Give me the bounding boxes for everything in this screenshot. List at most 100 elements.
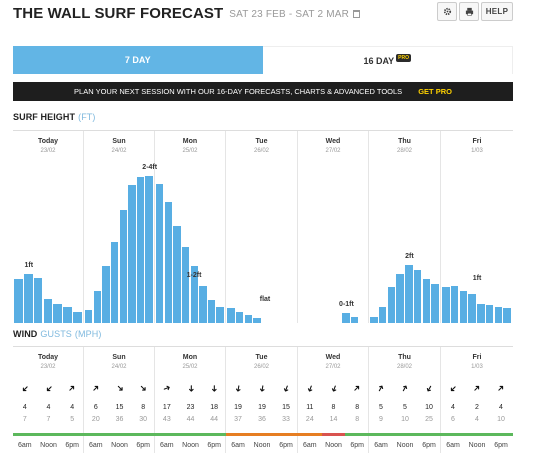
time-label: 6am: [303, 442, 317, 449]
wind-arrow-icon: ➜: [398, 382, 411, 395]
time-label: 6pm: [279, 442, 293, 449]
wind-speed: 4: [70, 404, 75, 411]
wind-day-column-wed[interactable]: Wed 27/02 ➜ 11 24 6am ➜ 8 14 Noon ➜ 8 8 6pm: [298, 347, 369, 453]
day-column-tue[interactable]: Tue 26/02 flat: [226, 131, 298, 323]
wind-speed: 4: [22, 404, 27, 411]
surf-height-label: 0-1ft: [339, 301, 354, 309]
day-date: 25/02: [182, 148, 198, 154]
surf-bar: [422, 279, 431, 323]
gusts-label: GUSTS: [40, 329, 72, 339]
wind-gust: 44: [210, 416, 219, 423]
wind-rating-strip: [298, 433, 322, 436]
print-button[interactable]: [459, 2, 479, 21]
wind-gust: 4: [475, 416, 479, 423]
pro-banner[interactable]: PLAN YOUR NEXT SESSION WITH OUR 16-DAY F…: [13, 82, 513, 101]
surf-bar: [110, 242, 119, 323]
wind-speed: 4: [451, 404, 455, 411]
wind-speed: 5: [379, 404, 383, 411]
wind-day-column-tue[interactable]: Tue 26/02 ➜ 19 37 6am ➜ 19 36 Noon ➜ 15 33 6pm: [226, 347, 298, 453]
surf-bar: [227, 308, 235, 323]
wind-arrow-icon: ➜: [304, 383, 317, 394]
day-column-sun[interactable]: Sun 24/02 2-4ft: [84, 131, 158, 323]
day-date: 26/02: [253, 364, 269, 370]
day-date: 23/02: [40, 364, 56, 370]
wind-day-column-today[interactable]: Today 23/02 ➜ 4 7 6am ➜ 4 7 Noon ➜ 4 5 6pm: [13, 347, 84, 453]
wind-section-title: WIND GUSTS (MPH): [13, 329, 101, 339]
wind-gust: 8: [355, 416, 360, 423]
day-column-mon[interactable]: Mon 25/02 1-2ft: [155, 131, 226, 323]
time-label: Noon: [40, 442, 57, 449]
day-column-fri[interactable]: Fri 1/03 1ft: [441, 131, 513, 323]
wind-arrow-icon: ➜: [113, 381, 127, 395]
surf-bar: [93, 290, 102, 323]
surf-bar: [216, 306, 224, 323]
surf-section-title: SURF HEIGHT (FT): [13, 112, 96, 122]
wind-arrow-icon: ➜: [256, 384, 269, 394]
surf-bar: [459, 290, 468, 323]
surf-bar: [342, 313, 350, 323]
wind-day-column-sun[interactable]: Sun 24/02 ➜ 6 20 6am ➜ 15 36 Noon ➜ 8 30 6pm: [84, 347, 155, 453]
surf-bar: [378, 306, 387, 323]
day-date: 23/02: [40, 148, 56, 154]
surf-title: SURF HEIGHT: [13, 112, 76, 122]
day-name: Fri: [472, 354, 482, 361]
surf-bar: [128, 185, 136, 323]
wind-arrow-icon: ➜: [447, 382, 460, 396]
surf-bar: [119, 209, 127, 323]
time-label: Noon: [396, 442, 414, 449]
wind-speed: 10: [425, 404, 433, 411]
settings-button[interactable]: [437, 2, 457, 21]
wind-day-column-thu[interactable]: Thu 28/02 ➜ 5 9 6am ➜ 5 10 Noon ➜ 10 25 6pm: [369, 347, 441, 453]
wind-day-column-mon[interactable]: Mon 25/02 ➜ 17 43 6am ➜ 23 44 Noon ➜ 18 44 6pm: [155, 347, 226, 453]
surf-bar: [181, 246, 190, 323]
day-name: Thu: [398, 138, 411, 145]
wind-gust: 20: [91, 416, 100, 423]
surf-bar: [207, 300, 216, 323]
tab-7-day[interactable]: 7 DAY: [13, 46, 263, 74]
tab-16-day[interactable]: 16 DAY PRO: [262, 46, 513, 74]
wind-gust: 7: [46, 416, 51, 423]
wind-arrow-icon: ➜: [232, 384, 245, 394]
day-name: Today: [37, 354, 59, 361]
time-label: 6am: [231, 442, 245, 449]
wind-table: Today 23/02 ➜ 4 7 6am ➜ 4 7 Noon ➜ 4 5 6pm Sun 24/02 ➜ 6 2…: [13, 346, 513, 453]
day-date: 27/02: [325, 364, 341, 370]
wind-rating-strip: [84, 433, 108, 436]
wind-gust: 10: [401, 416, 409, 423]
day-column-wed[interactable]: Wed 27/02 0-1ft: [298, 131, 369, 323]
get-pro-link[interactable]: GET PRO: [418, 87, 452, 96]
wind-speed: 8: [355, 404, 360, 411]
surf-height-label: flat: [259, 296, 271, 304]
date-range[interactable]: SAT 23 FEB - SAT 2 MAR: [229, 8, 350, 20]
wind-rating-strip: [369, 433, 393, 436]
wind-rating-strip: [36, 433, 61, 436]
help-button[interactable]: HELP: [481, 2, 513, 21]
wind-arrow-icon: ➜: [161, 382, 172, 395]
surf-bar: [396, 274, 404, 323]
wind-rating-strip: [465, 433, 489, 436]
wind-arrow-icon: ➜: [209, 384, 220, 393]
wind-speed: 15: [282, 404, 290, 411]
wind-gust: 36: [115, 416, 124, 423]
wind-speed: 4: [499, 404, 503, 411]
surf-height-label: 1ft: [472, 275, 482, 283]
day-column-today[interactable]: Today 23/02 1ft: [13, 131, 84, 323]
surf-height-label: 2ft: [405, 252, 414, 260]
page-title: THE WALL SURF FORECAST: [13, 4, 224, 22]
day-column-thu[interactable]: Thu 28/02 2ft: [369, 131, 441, 323]
surf-bar: [199, 285, 207, 323]
wind-arrow-icon: ➜: [470, 381, 483, 395]
wind-speed: 23: [186, 404, 195, 411]
surf-height-label: 2-4ft: [142, 163, 158, 171]
calendar-icon[interactable]: [353, 10, 361, 18]
wind-arrow-icon: ➜: [280, 383, 293, 394]
surf-bar: [85, 310, 93, 323]
wind-arrow-icon: ➜: [137, 381, 150, 395]
day-name: Sun: [112, 354, 126, 361]
wind-rating-strip: [274, 433, 298, 436]
wind-arrow-icon: ➜: [327, 383, 340, 394]
day-date: 27/02: [325, 148, 341, 154]
forecast-tabs: 7 DAY 16 DAY PRO: [13, 46, 513, 74]
wind-day-column-fri[interactable]: Fri 1/03 ➜ 4 6 6am ➜ 2 4 Noon ➜ 4 10 6pm: [441, 347, 513, 453]
wind-speed: 8: [331, 404, 336, 411]
